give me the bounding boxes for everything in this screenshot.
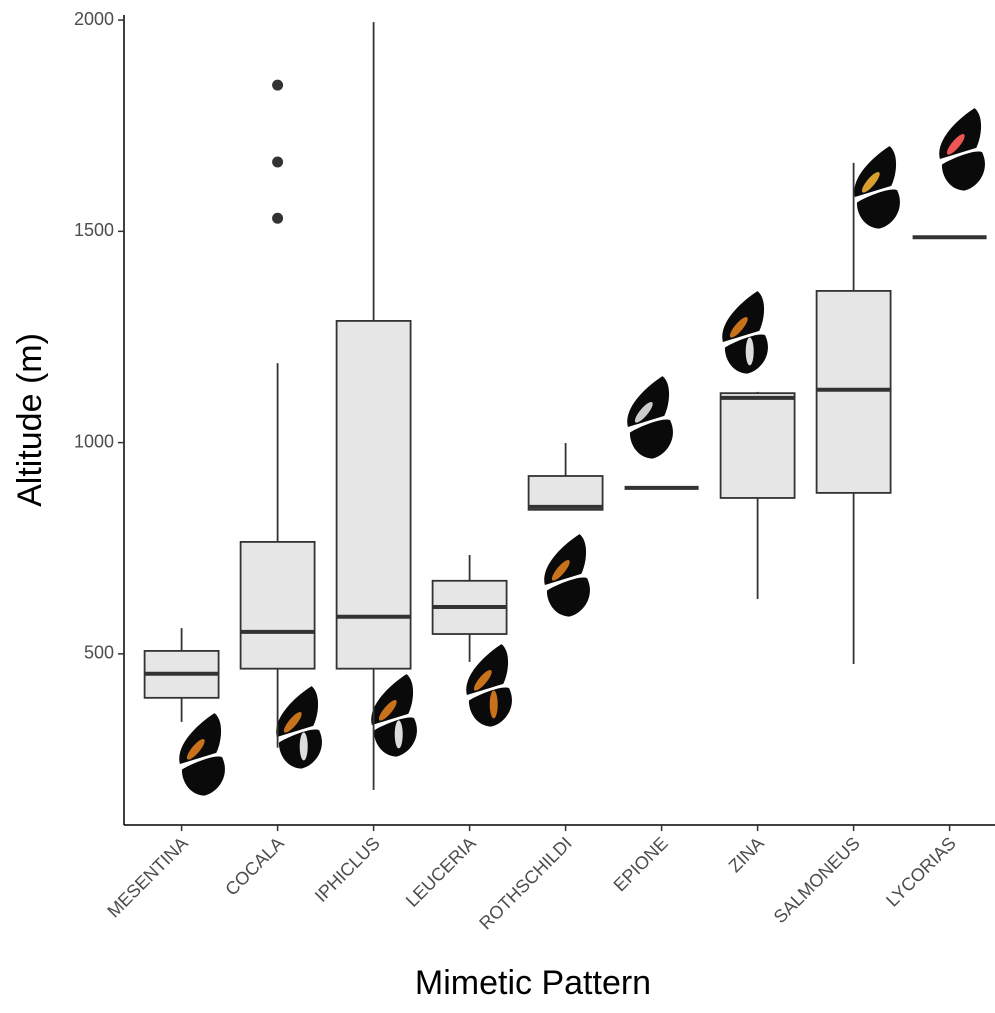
y-tick-label: 1000	[74, 431, 114, 451]
butterfly	[276, 686, 322, 769]
hindwing	[941, 151, 985, 191]
y-tick-label: 1500	[74, 220, 114, 240]
y-axis-title: Altitude (m)	[11, 333, 49, 507]
x-tick-label: LEUCERIA	[402, 833, 480, 911]
box	[527, 475, 604, 511]
forewing-band	[861, 172, 880, 193]
butterfly	[371, 674, 417, 757]
outlier	[272, 212, 284, 224]
forewing-band	[551, 560, 570, 581]
forewing-band	[186, 739, 205, 760]
x-tick-label: COCALA	[221, 833, 287, 899]
x-axis-title: Mimetic Pattern	[415, 964, 651, 1002]
hindwing-band	[489, 690, 498, 719]
butterfly	[939, 108, 985, 191]
forewing-band	[473, 670, 492, 691]
butterfly-icons	[179, 108, 985, 796]
x-tick-label: MESENTINA	[103, 833, 191, 921]
forewing-band	[283, 712, 302, 733]
forewing-band	[634, 402, 653, 423]
forewing-band	[729, 317, 748, 338]
butterfly	[854, 146, 900, 229]
forewing-band	[378, 700, 397, 721]
outlier	[272, 79, 284, 91]
hindwing	[546, 577, 590, 617]
box	[239, 541, 316, 670]
hindwing	[181, 756, 225, 796]
x-tick-label: ROTHSCHILDI	[475, 833, 575, 933]
box	[815, 290, 892, 494]
hindwing	[629, 419, 673, 459]
hindwing-band	[299, 732, 308, 761]
x-tick-label: IPHICLUS	[311, 833, 384, 906]
hindwing-band	[394, 720, 403, 749]
x-tick-label: ZINA	[725, 833, 768, 876]
y-tick-label: 500	[84, 643, 114, 663]
y-tick-label: 2000	[74, 9, 114, 29]
butterfly	[466, 644, 512, 727]
butterfly	[544, 534, 590, 617]
x-tick-label: EPIONE	[610, 833, 672, 895]
outlier	[272, 156, 284, 168]
hindwing-band	[745, 337, 754, 366]
butterfly	[179, 713, 225, 796]
box	[335, 320, 412, 670]
butterfly	[722, 291, 768, 374]
x-tick-label: SALMONEUS	[770, 833, 864, 927]
box	[719, 392, 796, 499]
hindwing	[856, 189, 900, 229]
x-tick-label: LYCORIAS	[882, 833, 960, 911]
forewing-band	[946, 134, 965, 155]
butterfly	[627, 376, 673, 459]
